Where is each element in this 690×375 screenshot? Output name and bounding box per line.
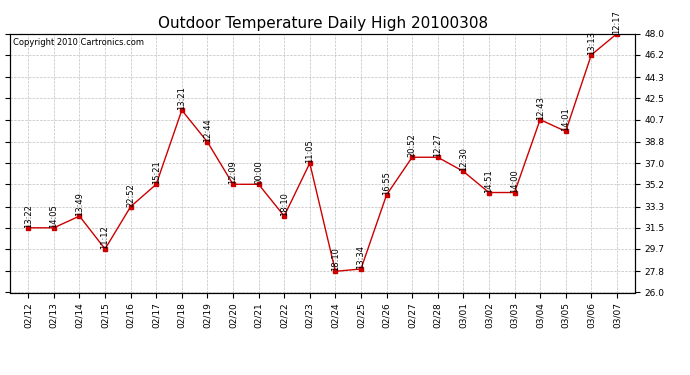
Text: 00:00: 00:00 — [254, 160, 263, 184]
Text: 12:27: 12:27 — [433, 134, 442, 157]
Text: 12:44: 12:44 — [203, 118, 212, 142]
Text: 16:55: 16:55 — [382, 171, 391, 195]
Text: 12:43: 12:43 — [535, 96, 544, 120]
Text: Copyright 2010 Cartronics.com: Copyright 2010 Cartronics.com — [14, 38, 144, 46]
Text: 14:05: 14:05 — [50, 204, 59, 228]
Text: 13:34: 13:34 — [357, 245, 366, 269]
Text: 18:10: 18:10 — [279, 192, 288, 216]
Text: 14:00: 14:00 — [510, 169, 519, 192]
Text: 12:17: 12:17 — [613, 10, 622, 34]
Text: 12:30: 12:30 — [459, 147, 468, 171]
Text: 15:21: 15:21 — [152, 160, 161, 184]
Text: 12:09: 12:09 — [228, 160, 237, 184]
Text: 13:49: 13:49 — [75, 192, 84, 216]
Text: 14:01: 14:01 — [561, 108, 570, 131]
Text: 20:52: 20:52 — [408, 134, 417, 157]
Text: 13:21: 13:21 — [177, 86, 186, 110]
Text: 13:13: 13:13 — [586, 31, 595, 55]
Text: 18:10: 18:10 — [331, 248, 340, 272]
Text: 22:52: 22:52 — [126, 183, 135, 207]
Text: 11:05: 11:05 — [305, 140, 314, 163]
Title: Outdoor Temperature Daily High 20100308: Outdoor Temperature Daily High 20100308 — [157, 16, 488, 31]
Text: 11:12: 11:12 — [101, 225, 110, 249]
Text: 14:51: 14:51 — [484, 169, 493, 192]
Text: 13:22: 13:22 — [23, 204, 32, 228]
